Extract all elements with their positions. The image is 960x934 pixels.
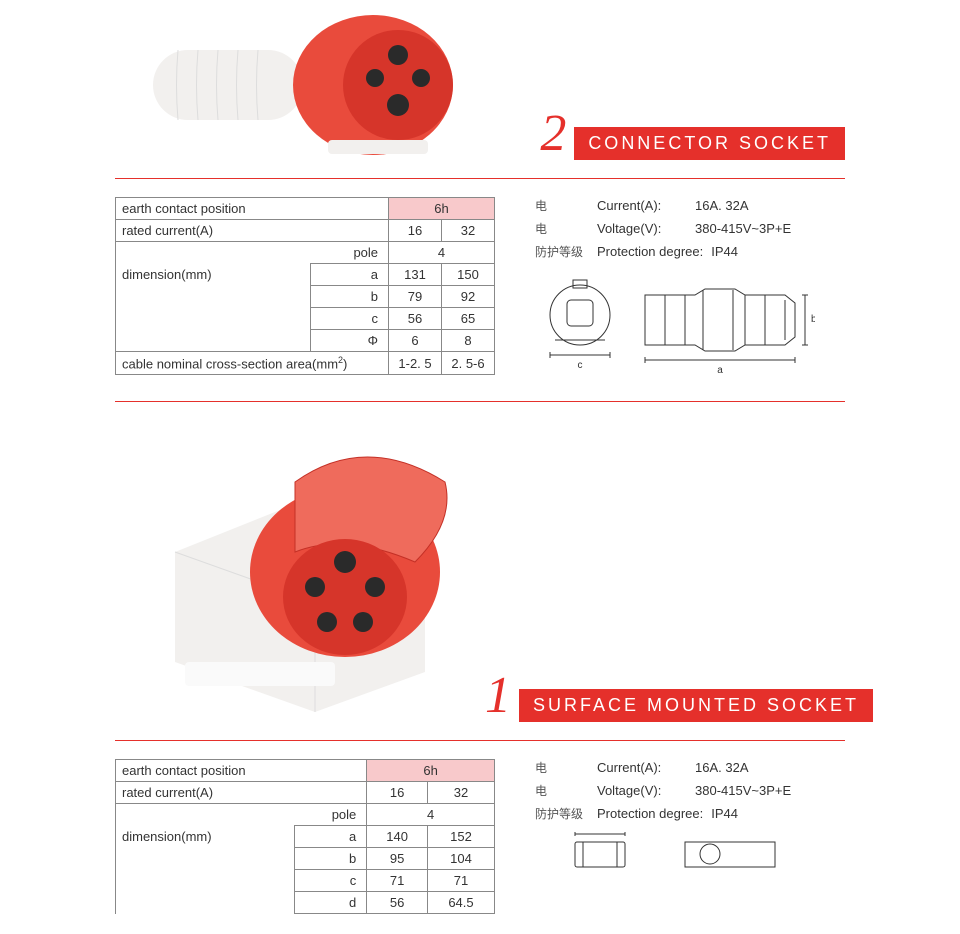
section2-dim-diagram: c <box>535 832 815 875</box>
dim-row-a: dimension(mm) a 131 150 <box>116 264 495 286</box>
section2-specs: earth contact position 6h rated current(… <box>115 759 845 914</box>
rated-current-c1: 16 <box>389 220 442 242</box>
section2-title-banner: SURFACE MOUNTED SOCKET <box>519 689 873 722</box>
section2-info: 电 Current(A): 16A. 32A 电 Voltage(V): 380… <box>535 759 815 875</box>
rated-current-c2: 32 <box>442 220 495 242</box>
section1-dim-diagram: c a b <box>535 270 815 383</box>
rated-current-row: rated current(A) 16 32 <box>116 220 495 242</box>
section1-title-banner: CONNECTOR SOCKET <box>574 127 845 160</box>
pole-value: 4 <box>389 242 495 264</box>
section1-info: 电 Current(A): 16A. 32A 电 Voltage(V): 380… <box>535 197 815 383</box>
section2-spec-table: earth contact position 6h rated current(… <box>115 759 495 914</box>
pole-row: pole 4 <box>116 242 495 264</box>
svg-text:c: c <box>578 360 583 371</box>
section1-rule-bottom <box>115 401 845 402</box>
info-voltage: 电 Voltage(V): 380-415V~3P+E <box>535 782 815 799</box>
page: 2 CONNECTOR SOCKET earth contact positio… <box>0 0 960 934</box>
cable-row: cable nominal cross-section area(mm2) 1-… <box>116 352 495 375</box>
section1-specs: earth contact position 6h rated current(… <box>115 197 845 383</box>
section2-number: 1 <box>485 670 511 722</box>
section1-spec-table: earth contact position 6h rated current(… <box>115 197 495 375</box>
section1-header: 2 CONNECTOR SOCKET <box>115 0 845 160</box>
section1-rule <box>115 178 845 179</box>
cable-label: cable nominal cross-section area(mm2) <box>116 352 389 375</box>
earth-contact-label: earth contact position <box>116 198 389 220</box>
info-current: 电 Current(A): 16A. 32A <box>535 197 815 214</box>
pole-row: pole 4 <box>116 804 495 826</box>
svg-text:a: a <box>717 365 723 376</box>
svg-text:b: b <box>811 314 815 325</box>
info-protection: 防护等级 Protection degree: IP44 <box>535 805 815 822</box>
section2-rule <box>115 740 845 741</box>
info-protection: 防护等级 Protection degree: IP44 <box>535 243 815 260</box>
dim-row-a: dimension(mm) a 140 152 <box>116 826 495 848</box>
connector-product-image <box>115 0 530 160</box>
rated-current-row: rated current(A) 16 32 <box>116 782 495 804</box>
info-current: 电 Current(A): 16A. 32A <box>535 759 815 776</box>
rated-current-label: rated current(A) <box>116 220 389 242</box>
pole-label: pole <box>310 242 388 264</box>
section2-header: 1 SURFACE MOUNTED SOCKET <box>115 422 845 722</box>
section2-title-block: 1 SURFACE MOUNTED SOCKET <box>485 670 873 722</box>
dimension-label: dimension(mm) <box>116 264 311 352</box>
surface-product-image <box>115 422 475 722</box>
earth-contact-value: 6h <box>389 198 495 220</box>
section1-number: 2 <box>540 108 566 160</box>
section1-title-block: 2 CONNECTOR SOCKET <box>540 108 845 160</box>
info-voltage: 电 Voltage(V): 380-415V~3P+E <box>535 220 815 237</box>
